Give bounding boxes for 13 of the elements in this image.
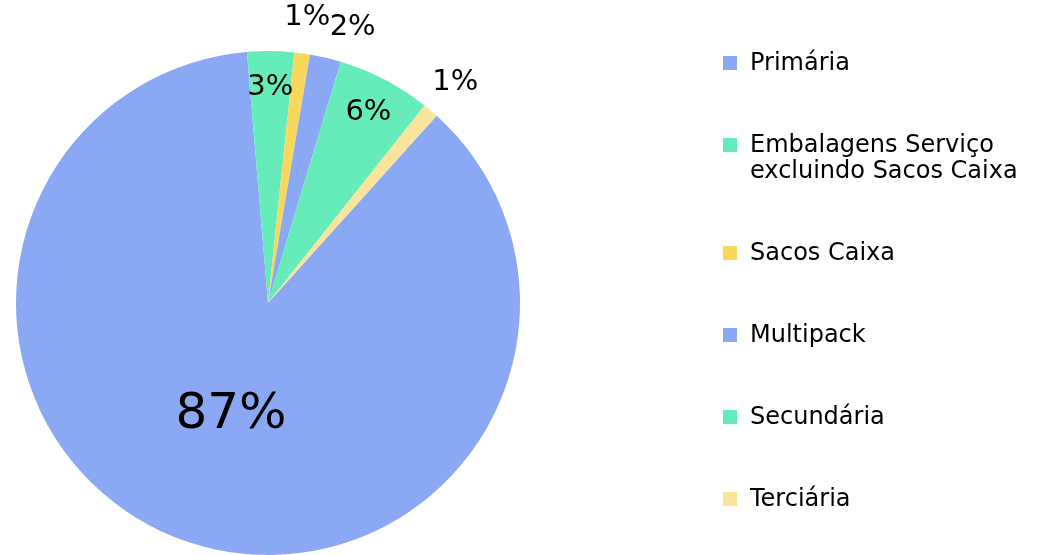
legend-label: Terciária	[749, 484, 851, 512]
data-label: 87%	[175, 381, 287, 440]
data-label: 2%	[329, 7, 376, 42]
legend-label: Multipack	[750, 320, 866, 348]
pie-slice	[16, 51, 520, 555]
data-label: 1%	[284, 0, 331, 32]
legend-label: Sacos Caixa	[750, 238, 895, 266]
data-label: 6%	[345, 92, 392, 127]
legend-label: Secundária	[750, 402, 885, 430]
data-label: 1%	[432, 63, 479, 98]
legend-label: Embalagens Serviço excluindo Sacos Caixa	[750, 130, 1018, 184]
data-label: 3%	[247, 68, 294, 103]
legend-label: Primária	[750, 48, 850, 76]
